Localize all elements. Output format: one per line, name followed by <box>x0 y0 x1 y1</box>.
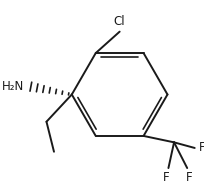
Text: H₂N: H₂N <box>2 80 24 93</box>
Text: Cl: Cl <box>114 15 125 28</box>
Text: F: F <box>199 142 204 154</box>
Text: F: F <box>163 171 170 184</box>
Text: F: F <box>186 171 192 184</box>
